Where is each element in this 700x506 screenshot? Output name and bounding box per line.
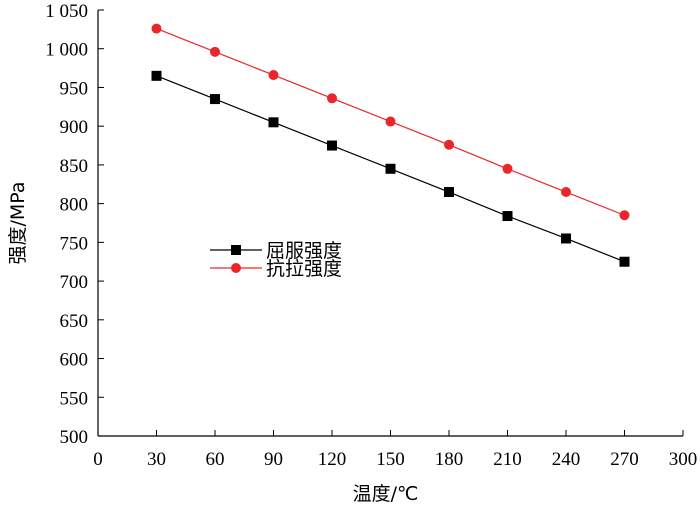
x-tick-label: 120 bbox=[318, 449, 347, 470]
data-point bbox=[268, 117, 279, 128]
data-point bbox=[619, 256, 630, 267]
series-2 bbox=[151, 23, 630, 221]
y-tick-label: 600 bbox=[60, 350, 89, 371]
data-point bbox=[502, 163, 513, 174]
x-tick-label: 150 bbox=[376, 449, 405, 470]
data-point bbox=[327, 140, 337, 151]
x-tick-label: 270 bbox=[610, 449, 639, 470]
x-tick-label: 180 bbox=[435, 449, 464, 470]
legend-label: 屈服强度 bbox=[266, 240, 342, 262]
x-tick-label: 0 bbox=[93, 449, 103, 470]
legend-label: 抗拉强度 bbox=[266, 258, 342, 280]
legend-item-1: 屈服强度 bbox=[210, 240, 342, 262]
data-point bbox=[444, 139, 454, 150]
x-tick-label: 240 bbox=[552, 449, 581, 470]
data-point bbox=[561, 187, 571, 198]
data-point bbox=[210, 46, 220, 57]
data-point bbox=[619, 210, 630, 221]
y-tick-label: 500 bbox=[60, 427, 89, 448]
data-point bbox=[444, 187, 454, 198]
x-tick-label: 300 bbox=[669, 449, 698, 470]
y-tick-label: 700 bbox=[60, 272, 89, 293]
x-tick-label: 90 bbox=[264, 449, 283, 470]
y-tick-label: 1 050 bbox=[45, 1, 88, 22]
y-tick-label: 800 bbox=[60, 195, 89, 216]
y-tick-label: 850 bbox=[60, 156, 89, 177]
data-point bbox=[385, 163, 396, 174]
legend-marker bbox=[231, 245, 241, 255]
x-axis-label: 温度/℃ bbox=[353, 483, 419, 505]
x-tick-label: 210 bbox=[493, 449, 522, 470]
y-tick-label: 650 bbox=[60, 311, 89, 332]
y-tick-label: 1 000 bbox=[45, 40, 88, 61]
data-point bbox=[561, 233, 571, 244]
y-tick-label: 950 bbox=[60, 78, 89, 99]
data-point bbox=[327, 93, 337, 104]
y-axis-ticks: 500 550 600 650 700 750 800 850 900 950 1 000 1 050 bbox=[45, 1, 104, 448]
legend-item-2: 抗拉强度 bbox=[210, 258, 342, 280]
x-tick-label: 60 bbox=[206, 449, 225, 470]
data-point bbox=[151, 70, 162, 81]
data-point bbox=[268, 70, 279, 81]
series-1 bbox=[151, 70, 630, 267]
y-tick-label: 750 bbox=[60, 233, 89, 254]
legend-marker bbox=[231, 263, 241, 273]
series-layer bbox=[151, 23, 630, 267]
y-tick-label: 550 bbox=[60, 388, 89, 409]
y-tick-label: 900 bbox=[60, 117, 89, 138]
x-axis-ticks: 0 30 60 90 120 150 180 210 240 270 300 bbox=[93, 430, 697, 470]
data-point bbox=[151, 23, 162, 34]
axes bbox=[97, 10, 683, 437]
y-axis-label: 强度/MPa bbox=[7, 181, 29, 264]
data-point bbox=[385, 116, 396, 127]
data-point bbox=[502, 211, 513, 222]
x-tick-label: 30 bbox=[147, 449, 166, 470]
data-point bbox=[210, 94, 220, 105]
